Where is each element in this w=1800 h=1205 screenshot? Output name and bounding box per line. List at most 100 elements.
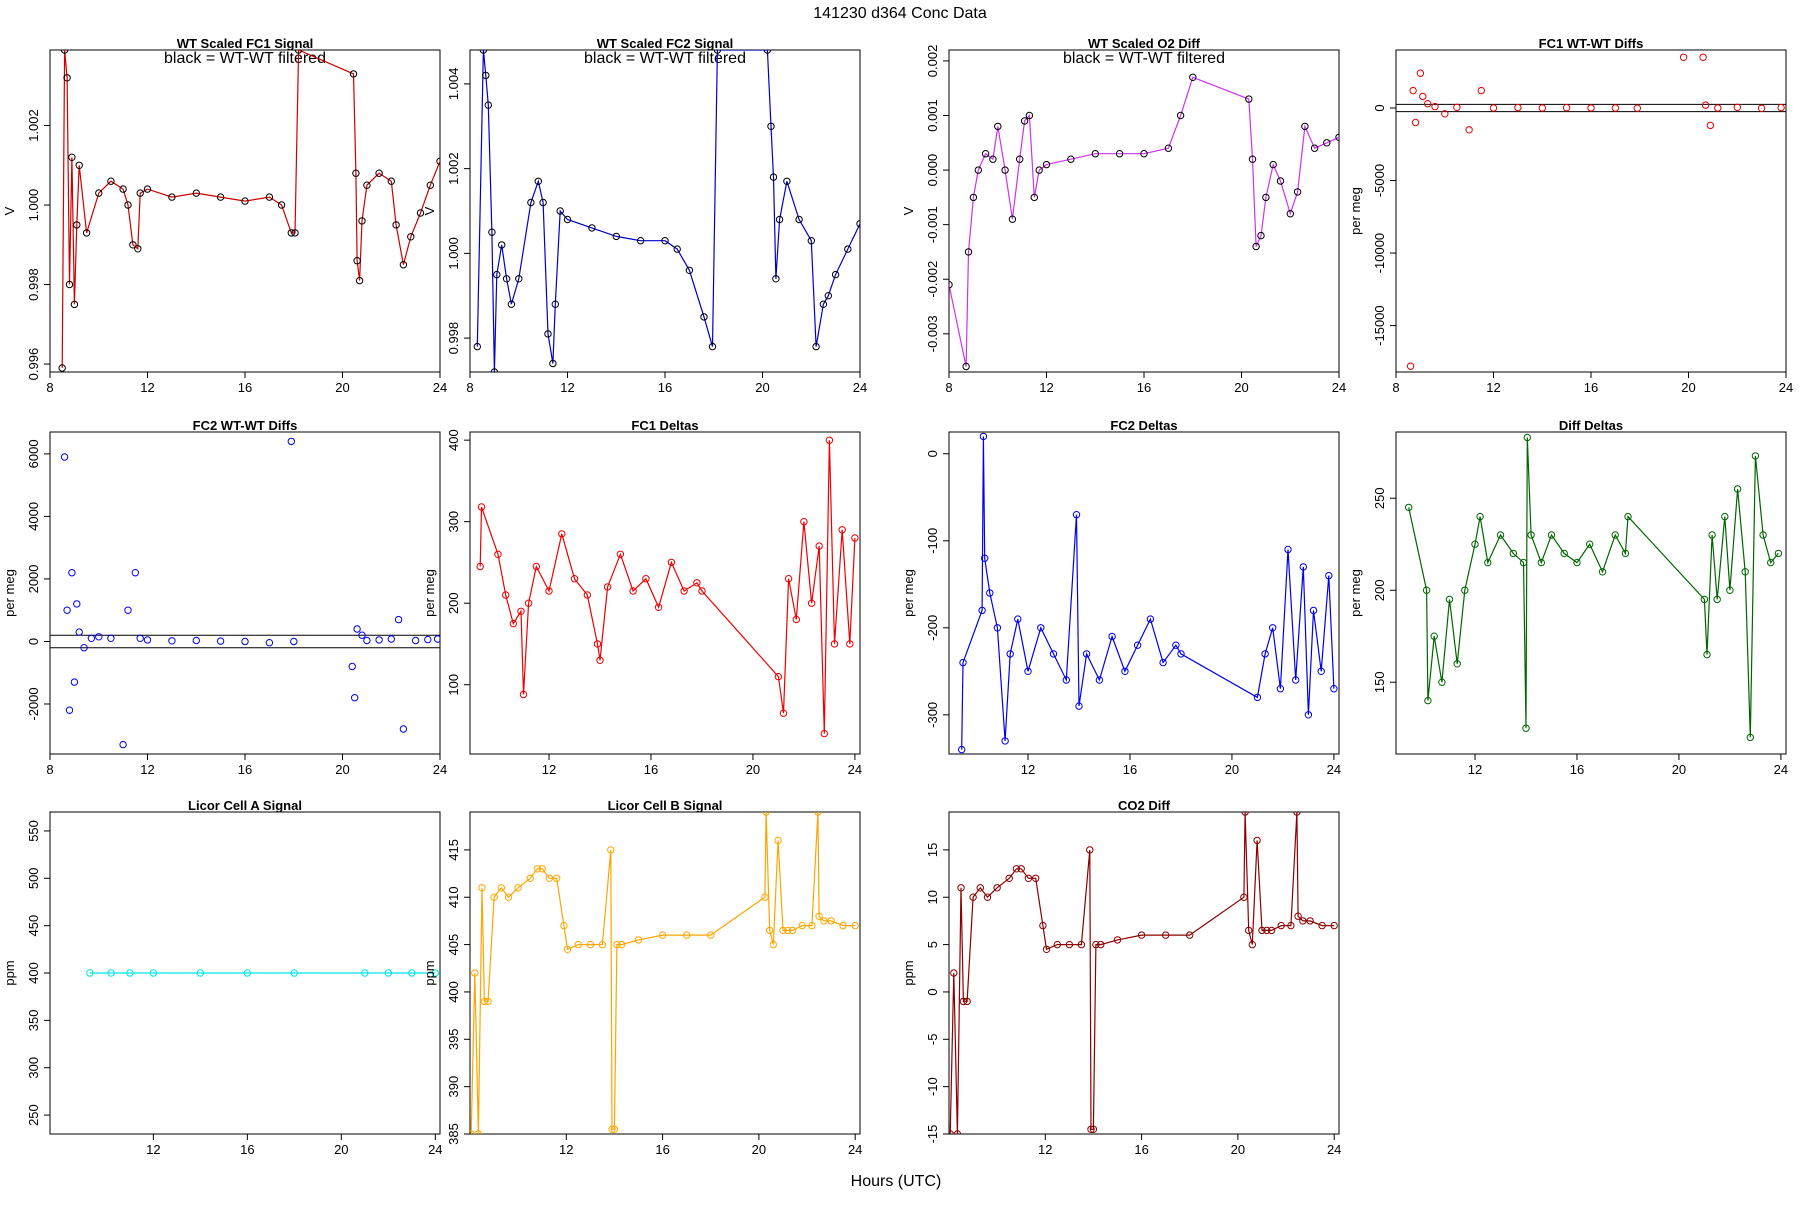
- data-point: [497, 884, 505, 892]
- x-tick-label: 16: [655, 1142, 669, 1157]
- data-point: [387, 635, 395, 643]
- panel-title: FC2 Deltas: [1110, 418, 1177, 433]
- data-point: [143, 185, 152, 193]
- y-axis-label: per meg: [1348, 569, 1363, 617]
- data-point: [478, 884, 486, 892]
- data-point: [1086, 846, 1094, 854]
- series-line: [949, 76, 1339, 367]
- data-point: [784, 575, 793, 583]
- data-point: [351, 694, 359, 702]
- data-point: [556, 207, 564, 215]
- data-point: [494, 550, 502, 558]
- data-point: [1422, 586, 1431, 594]
- data-layer: [60, 437, 440, 749]
- data-point: [80, 644, 88, 652]
- data-point: [1445, 595, 1454, 604]
- data-point: [1113, 936, 1122, 944]
- data-point: [1405, 503, 1413, 512]
- x-tick-label: 12: [1468, 762, 1482, 777]
- data-point: [533, 865, 542, 873]
- y-axis-label: ppm: [901, 960, 916, 985]
- data-point: [507, 300, 516, 308]
- data-point: [812, 342, 820, 351]
- y-tick-label: 500: [26, 867, 41, 889]
- panel-title: Licor Cell B Signal: [608, 798, 723, 813]
- data-point: [981, 554, 989, 562]
- data-point: [1586, 540, 1594, 548]
- data-point: [287, 229, 295, 237]
- data-point: [490, 368, 499, 372]
- panel-p8: Diff Deltas per meg 12 16 20 24 150 200 250: [1348, 418, 1788, 777]
- data-point: [287, 437, 295, 446]
- data-point: [517, 607, 525, 615]
- data-point: [560, 921, 568, 930]
- x-tick-label: 24: [433, 762, 447, 777]
- x-tick-label: 20: [1234, 380, 1248, 395]
- panel-title: Licor Cell A Signal: [188, 798, 302, 813]
- data-point: [1286, 210, 1295, 218]
- y-tick-label: 6000: [26, 439, 41, 468]
- data-point: [1477, 86, 1486, 95]
- data-point: [1416, 69, 1425, 77]
- x-tick-label: 16: [644, 762, 658, 777]
- y-tick-label: 0.002: [925, 45, 940, 78]
- data-point: [583, 591, 591, 599]
- series-line: [61, 50, 440, 369]
- data-point: [488, 228, 496, 236]
- data-point: [387, 177, 395, 185]
- data-point: [654, 603, 663, 611]
- data-point: [68, 153, 76, 162]
- data-point: [1484, 558, 1492, 567]
- x-tick-label: 20: [335, 380, 349, 395]
- data-point: [527, 198, 535, 207]
- data-point: [95, 189, 103, 197]
- data-point: [1335, 133, 1339, 141]
- data-point: [1082, 650, 1091, 658]
- data-point: [779, 709, 788, 717]
- panel-p7: FC2 Deltas per meg 12 16 20 24 -300 -200 -100 0: [901, 418, 1341, 777]
- data-point: [75, 161, 83, 170]
- x-tick-label: 16: [1584, 380, 1598, 395]
- data-point: [1438, 678, 1446, 686]
- panel-subtitle: black = WT-WT filtered: [164, 50, 326, 67]
- data-point: [65, 706, 74, 714]
- data-point: [1330, 685, 1338, 693]
- plot-frame: [1395, 49, 1787, 373]
- data-point: [1263, 926, 1271, 935]
- y-tick-label: -200: [925, 615, 940, 641]
- data-point: [544, 330, 552, 338]
- y-tick-label: -5000: [1372, 164, 1387, 197]
- data-point: [1293, 188, 1302, 196]
- plot-frame: [1395, 431, 1787, 755]
- data-point: [1240, 893, 1248, 901]
- y-tick-label: 350: [26, 1010, 41, 1032]
- data-point: [1611, 531, 1619, 539]
- data-layer: [949, 812, 1338, 1134]
- data-layer: [473, 50, 860, 372]
- data-point: [107, 634, 115, 642]
- data-point: [1189, 73, 1197, 82]
- data-layer: [949, 73, 1339, 371]
- data-point: [1258, 926, 1266, 935]
- data-point: [538, 865, 546, 873]
- data-point: [1726, 586, 1734, 594]
- data-point: [1012, 865, 1021, 873]
- y-axis-label: ppm: [422, 960, 437, 985]
- data-point: [570, 575, 579, 583]
- data-point: [993, 624, 1002, 632]
- data-point: [131, 569, 140, 577]
- y-tick-label: 1.002: [26, 109, 41, 142]
- data-point: [1562, 104, 1571, 112]
- data-point: [814, 812, 822, 816]
- data-point: [1721, 512, 1729, 521]
- data-point: [291, 229, 299, 237]
- panel-title: FC1 Deltas: [631, 418, 698, 433]
- data-point: [1108, 632, 1116, 641]
- data-point: [1441, 110, 1449, 118]
- y-tick-label: 385: [446, 1123, 461, 1145]
- y-tick-label: 390: [446, 1076, 461, 1098]
- data-point: [149, 969, 158, 977]
- data-point: [1538, 104, 1547, 112]
- data-point: [1293, 812, 1301, 816]
